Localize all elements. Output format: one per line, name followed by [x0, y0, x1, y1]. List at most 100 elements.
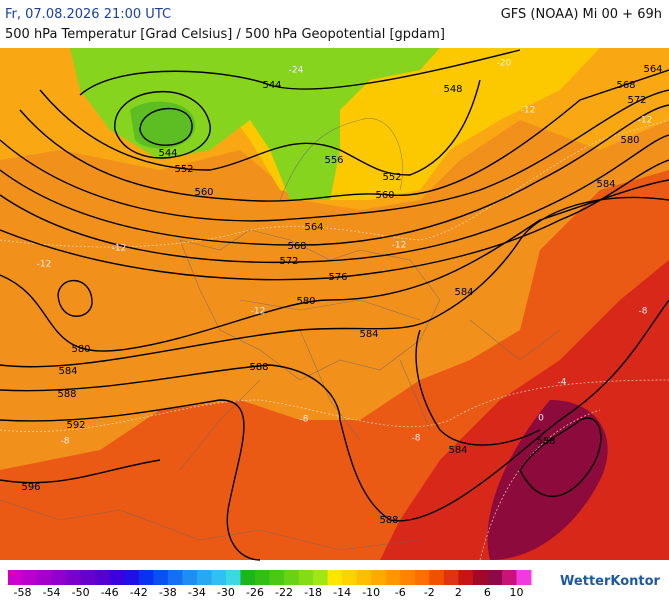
contour-label: 576	[328, 272, 347, 283]
contour-label: 580	[71, 344, 90, 355]
isotherm-label: -8	[412, 434, 421, 444]
contour-label: 592	[66, 420, 85, 431]
isotherm-label: -12	[37, 260, 52, 270]
colorbar-swatch	[487, 570, 503, 585]
contour-label: 572	[627, 95, 646, 106]
colorbar-swatch	[313, 570, 329, 585]
contour-label: 588	[249, 362, 268, 373]
map: 544 548 564 568 572 544 552 556 552 560 560 564 568 5…	[0, 48, 669, 561]
contour-label: 568	[287, 241, 306, 252]
contour-label: 584	[58, 366, 77, 377]
colorbar-tick-label: 2	[455, 586, 462, 599]
contour-label: 588	[57, 389, 76, 400]
colorbar-tick-label: 10	[509, 586, 523, 599]
contour-label: 552	[174, 164, 193, 175]
colorbar-swatch	[254, 570, 270, 585]
contour-label: 568	[616, 80, 635, 91]
isotherm-label: -12	[521, 106, 536, 116]
colorbar-swatch	[269, 570, 285, 585]
colorbar-swatch	[138, 570, 154, 585]
colorbar-tick-label: -26	[246, 586, 264, 599]
colorbar-tick-label: 6	[484, 586, 491, 599]
colorbar-tick-label: -30	[217, 586, 235, 599]
colorbar-swatch	[66, 570, 82, 585]
contour-label: 552	[382, 172, 401, 183]
isotherm-label: -4	[558, 378, 567, 388]
colorbar-swatch	[516, 570, 532, 585]
colorbar-tick-label: -2	[424, 586, 435, 599]
contour-label: 564	[304, 222, 323, 233]
contour-label: 560	[194, 187, 213, 198]
colorbar-swatch	[95, 570, 111, 585]
colorbar-swatch	[80, 570, 96, 585]
contour-label: 584	[448, 445, 467, 456]
contour-label: 596	[21, 482, 40, 493]
colorbar-tick-label: -42	[130, 586, 148, 599]
colorbar-swatch	[196, 570, 212, 585]
colorbar-swatch	[371, 570, 387, 585]
contour-label: 580	[620, 135, 639, 146]
colorbar-swatch	[327, 570, 343, 585]
colorbar-tick-label: -54	[43, 586, 61, 599]
colorbar-swatch	[211, 570, 227, 585]
contour-label: 588	[536, 436, 555, 447]
colorbar-swatch	[501, 570, 517, 585]
isotherm-label: -12	[638, 116, 653, 126]
contour-label: 572	[279, 256, 298, 267]
colorbar-tick-label: -6	[395, 586, 406, 599]
logo: WetterKontor	[560, 574, 661, 589]
zone-green-dark	[130, 101, 195, 149]
contour-labels: 544 548 564 568 572 544 552 556 552 560 560 564 568 5…	[21, 64, 662, 526]
contour-label: 560	[375, 190, 394, 201]
colorbar-tick-label: -14	[333, 586, 351, 599]
colorbar-swatch	[443, 570, 459, 585]
subtitle: 500 hPa Temperatur [Grad Celsius] / 500 …	[5, 27, 445, 42]
contour-label: 556	[324, 155, 343, 166]
colorbar-tick-label: -46	[101, 586, 119, 599]
colorbar-swatch	[414, 570, 430, 585]
colorbar-tick-label: -58	[14, 586, 32, 599]
contour-label: 588	[379, 515, 398, 526]
isotherm-label: -12	[112, 244, 127, 254]
colorbar-swatch	[472, 570, 488, 585]
colorbar-swatch	[51, 570, 67, 585]
isotherm-label: -24	[289, 66, 304, 76]
colorbar-tick-label: -18	[304, 586, 322, 599]
zone-maroon	[487, 400, 608, 560]
colorbar-swatch	[458, 570, 474, 585]
isotherm-label: -8	[61, 437, 70, 447]
colorbar-swatch	[342, 570, 358, 585]
colorbar-swatch	[429, 570, 445, 585]
isotherm-label: -8	[300, 415, 309, 425]
colorbar-swatch	[124, 570, 140, 585]
colorbar-tick-label: -50	[72, 586, 90, 599]
borders	[0, 118, 561, 551]
isotherm-label: -12	[251, 307, 266, 317]
colorbar-swatch	[225, 570, 241, 585]
contour-label: 580	[296, 296, 315, 307]
isotherm-label: -8	[639, 307, 648, 317]
colorbar-swatch	[400, 570, 416, 585]
geopotential-contours	[0, 49, 669, 561]
colorbar-swatch	[109, 570, 125, 585]
colorbar-swatch	[167, 570, 183, 585]
contour-label: 544	[158, 148, 177, 159]
colorbar-tick-label: -34	[188, 586, 206, 599]
isotherm-label: -12	[392, 241, 407, 251]
contour-label: 584	[596, 179, 615, 190]
contour-label: 584	[359, 329, 378, 340]
model-label: GFS (NOAA) Mi 00 + 69h	[501, 7, 662, 22]
contour-label: 584	[454, 287, 473, 298]
colorbar-tick-label: -22	[275, 586, 293, 599]
colorbar-swatch	[298, 570, 314, 585]
colorbar-swatch	[385, 570, 401, 585]
colorbar-swatch	[240, 570, 256, 585]
colorbar-swatch	[37, 570, 53, 585]
contour-label: 548	[443, 84, 462, 95]
colorbar-swatch	[153, 570, 169, 585]
colorbar-swatch	[356, 570, 372, 585]
colorbar: -58 -54 -50 -46 -42 -38 -34 -30 -26 -22 -18 -14 -10-…	[8, 570, 532, 599]
colorbar-swatch	[284, 570, 300, 585]
isotherm-label: 0	[538, 414, 544, 424]
